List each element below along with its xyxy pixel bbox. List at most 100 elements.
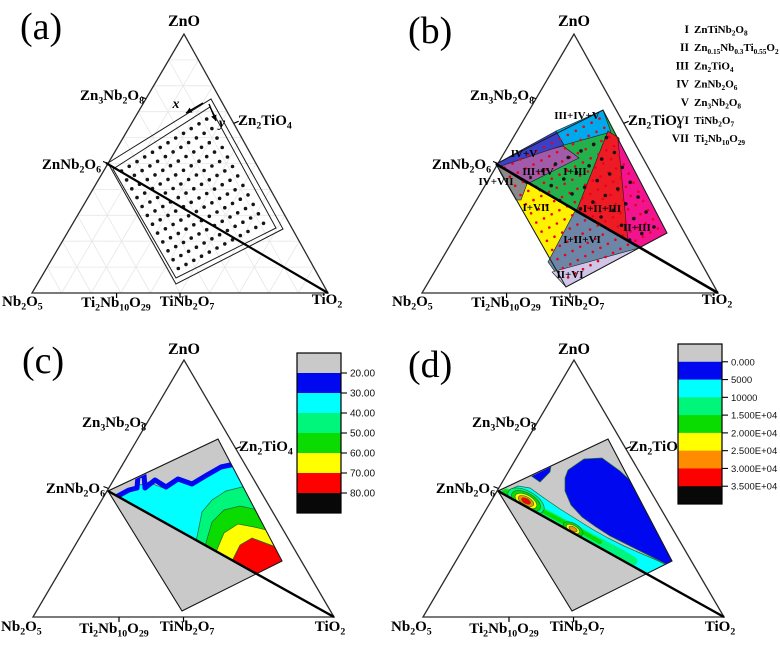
- sample-dot: [233, 188, 237, 192]
- sample-dot: [171, 186, 175, 191]
- sample-region-outline: [107, 438, 283, 612]
- sample-dot: [202, 168, 206, 173]
- colorbar-tick-label: 20.00: [350, 369, 375, 380]
- sample-dot: [584, 254, 587, 258]
- sample-dot: [186, 140, 191, 145]
- sample-dot: [568, 227, 572, 230]
- sample-dot: [607, 172, 612, 176]
- sample-dot: [189, 236, 193, 240]
- sample-dot: [150, 150, 155, 154]
- sample-dot: [582, 185, 587, 190]
- legend-numeral: III: [676, 60, 690, 72]
- sample-dot: [651, 218, 655, 221]
- sample-dot: [261, 221, 266, 226]
- sample-dot: [527, 154, 530, 157]
- sample-dot: [524, 167, 527, 170]
- tie-line: [495, 162, 719, 295]
- sample-dot: [614, 202, 617, 206]
- sample-dot: [202, 205, 206, 209]
- axis-tick: [530, 96, 537, 100]
- sample-dot: [189, 200, 193, 205]
- sample-dot: [603, 193, 608, 198]
- sample-dot: [176, 266, 181, 271]
- sample-dot: [235, 174, 240, 178]
- sample-dot: [248, 216, 253, 220]
- sample-dot: [217, 232, 222, 237]
- sample-dot: [553, 162, 558, 166]
- sample-dot: [179, 182, 183, 186]
- sample-dot: [632, 216, 636, 221]
- sample-dot: [599, 215, 603, 219]
- sample-dot: [163, 154, 168, 159]
- sample-dot: [181, 131, 186, 136]
- sample-dot: [173, 173, 178, 177]
- sample-dot: [223, 205, 227, 210]
- phase-legend: I ZnTiNb2O8 II Zn0.15Nb0.3Ti0.55O2 III Zn2TiO…: [672, 24, 779, 147]
- sample-dot: [591, 215, 594, 218]
- sample-dot: [171, 257, 175, 262]
- axis-tick: [493, 485, 499, 490]
- ternary-diagram-d: ZnO Zn3Nb2O8 ZnNb2O6 Zn2TiO4 Nb2O5 Ti2Nb10O29…: [391, 341, 777, 640]
- sample-dot: [550, 141, 554, 145]
- tie-line: [497, 489, 725, 619]
- colorbar-segment: [678, 397, 722, 416]
- compound-label: TiO2: [705, 619, 736, 638]
- axis-arrowhead: [211, 114, 217, 121]
- sample-dot: [176, 231, 181, 236]
- sample-dot: [230, 201, 235, 206]
- sample-dot: [555, 222, 559, 225]
- sample-dot: [166, 213, 170, 218]
- sample-dot: [550, 213, 553, 216]
- sample-dot: [578, 207, 583, 211]
- sample-dot: [241, 183, 245, 188]
- sample-dot: [626, 207, 630, 211]
- colorbar: 0.000 5000 10000 1.500E+04 2.000E+04 2.500E+0…: [677, 343, 777, 505]
- sample-dot: [597, 152, 600, 156]
- sample-dot: [619, 247, 622, 251]
- colorbar-segment: [297, 393, 341, 414]
- colorbar-segment: [297, 453, 341, 474]
- sample-dot: [197, 196, 201, 200]
- compound-label: ZnO: [558, 341, 590, 358]
- sample-dot: [513, 184, 517, 188]
- sample-dot: [192, 258, 196, 263]
- ternary-gridline: [138, 111, 240, 294]
- sample-dot: [527, 189, 530, 193]
- axis-tick: [140, 96, 147, 100]
- sample-dot: [576, 223, 579, 226]
- sample-dot: [132, 173, 137, 178]
- sample-dot: [639, 212, 642, 216]
- colorbar-segment: [297, 473, 341, 494]
- sample-dot: [534, 149, 538, 153]
- sample-dot: [148, 200, 152, 204]
- compound-label: TiNb2O7: [160, 294, 215, 313]
- sample-dot: [598, 117, 601, 120]
- sample-dot: [153, 209, 157, 213]
- tie-line: [107, 489, 335, 619]
- colorbar-tick-label: 70.00: [350, 469, 375, 480]
- sample-dot: [634, 239, 637, 242]
- sample-dot: [519, 158, 522, 161]
- sample-dot: [574, 129, 578, 133]
- compound-label: Zn2TiO4: [628, 113, 682, 132]
- sample-dot: [578, 245, 582, 249]
- sample-dot: [566, 155, 570, 160]
- sample-dot: [644, 210, 648, 214]
- legend-numeral: V: [681, 97, 690, 109]
- sample-dot: [197, 122, 201, 126]
- sample-dot: [161, 204, 165, 209]
- colorbar-segment: [297, 353, 341, 374]
- ternary-panel-d: ZnO Zn3Nb2O8 ZnNb2O6 Zn2TiO4 Nb2O5 Ti2Nb10O29…: [391, 341, 777, 640]
- colorbar-segment: [678, 486, 722, 505]
- sample-dot: [590, 121, 593, 124]
- colorbar: 20.00 30.00 40.00 50.00 60.00 70.00 80.00: [296, 352, 375, 514]
- sample-dot: [594, 166, 597, 169]
- sample-dot: [233, 224, 237, 229]
- sample-dot: [570, 192, 574, 196]
- sample-dot: [619, 176, 623, 179]
- axis-tick: [235, 446, 241, 450]
- sample-dot: [579, 149, 583, 153]
- sample-dot: [212, 187, 217, 191]
- colorbar-tick-label: 3.000E+04: [731, 464, 777, 475]
- legend-numeral: VI: [676, 115, 689, 127]
